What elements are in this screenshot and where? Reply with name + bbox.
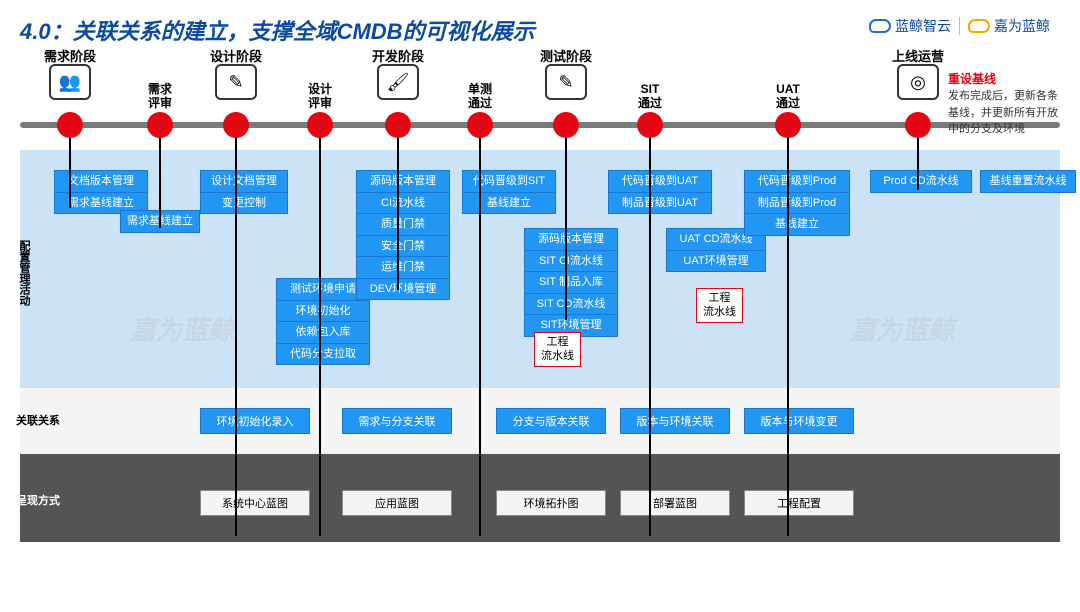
gate-label: 需求评审 bbox=[148, 82, 172, 111]
activity-group: Prod CD流水线 bbox=[870, 170, 972, 193]
activity-item: 基线建立 bbox=[745, 214, 849, 235]
activity-item: 基线重置流水线 bbox=[981, 171, 1075, 192]
timeline-dot bbox=[223, 112, 249, 138]
connector-line bbox=[565, 128, 567, 320]
render-box: 系统中心蓝图 bbox=[200, 490, 310, 516]
activity-group: 设计文档管理变更控制 bbox=[200, 170, 288, 214]
activity-item: 安全门禁 bbox=[357, 236, 449, 258]
activity-group: 代码晋级到SIT基线建立 bbox=[462, 170, 556, 214]
connector-line bbox=[479, 128, 481, 536]
relation-box: 版本与环境变更 bbox=[744, 408, 854, 434]
connector-line bbox=[397, 128, 399, 290]
activity-item: 运维门禁 bbox=[357, 257, 449, 279]
activity-item: 依赖包入库 bbox=[277, 322, 369, 344]
reset-text: 发布完成后，更新各条基线，并更新所有开放中的分支及环境 bbox=[948, 88, 1068, 138]
gate-label: UAT通过 bbox=[776, 82, 800, 111]
activity-item: 环境初始化 bbox=[277, 301, 369, 323]
relation-box: 需求与分支关联 bbox=[342, 408, 452, 434]
activity-item: SIT CI流水线 bbox=[525, 251, 617, 273]
cloud-icon bbox=[968, 19, 990, 33]
timeline bbox=[20, 122, 1060, 128]
timeline-dot bbox=[147, 112, 173, 138]
row-label-render: 呈现方式 bbox=[16, 492, 60, 508]
activity-item: 代码晋级到Prod bbox=[745, 171, 849, 193]
activity-group: 源码版本管理CI流水线质量门禁安全门禁运维门禁DEV环境管理 bbox=[356, 170, 450, 300]
timeline-dot bbox=[385, 112, 411, 138]
pipeline-box: 工程流水线 bbox=[534, 332, 581, 367]
render-box: 部署蓝图 bbox=[620, 490, 730, 516]
phase-label: 设计阶段 bbox=[210, 46, 262, 65]
activity-item: 制品晋级到Prod bbox=[745, 193, 849, 215]
activity-item: 制品晋级到UAT bbox=[609, 193, 711, 214]
relation-box: 分支与版本关联 bbox=[496, 408, 606, 434]
logo-blueking: 蓝鲸智云 bbox=[869, 16, 951, 36]
reset-title: 重设基线 bbox=[948, 70, 996, 87]
activity-item: 代码分支拉取 bbox=[277, 344, 369, 365]
render-box: 工程配置 bbox=[744, 490, 854, 516]
timeline-dot bbox=[307, 112, 333, 138]
render-box: 环境拓扑图 bbox=[496, 490, 606, 516]
activity-item: 设计文档管理 bbox=[201, 171, 287, 193]
connector-line bbox=[69, 128, 71, 208]
row-label-relations: 关联关系 bbox=[16, 412, 60, 428]
activity-item: UAT环境管理 bbox=[667, 251, 765, 272]
connector-line bbox=[649, 128, 651, 536]
phase-label: 开发阶段 bbox=[372, 46, 424, 65]
relation-box: 环境初始化录入 bbox=[200, 408, 310, 434]
connector-line bbox=[319, 128, 321, 536]
row-label-activities: 配置管理活动 bbox=[16, 240, 30, 309]
phase-icon: 👥 bbox=[49, 64, 91, 100]
render-box: 应用蓝图 bbox=[342, 490, 452, 516]
connector-line bbox=[159, 128, 161, 228]
activity-item: Prod CD流水线 bbox=[871, 171, 971, 192]
timeline-dot bbox=[467, 112, 493, 138]
activity-item: SIT CD流水线 bbox=[525, 294, 617, 316]
activity-item: 基线建立 bbox=[463, 193, 555, 214]
activity-group: 代码晋级到UAT制品晋级到UAT bbox=[608, 170, 712, 214]
activity-item: SIT 制品入库 bbox=[525, 272, 617, 294]
timeline-dot bbox=[57, 112, 83, 138]
logo-jiawei: 嘉为蓝鲸 bbox=[968, 16, 1050, 36]
phase-label: 测试阶段 bbox=[540, 46, 592, 65]
timeline-dot bbox=[553, 112, 579, 138]
activity-item: DEV环境管理 bbox=[357, 279, 449, 300]
activity-item: 代码晋级到SIT bbox=[463, 171, 555, 193]
phase-icon: ✎ bbox=[545, 64, 587, 100]
phase-icon: ✎ bbox=[215, 64, 257, 100]
activity-item: 质量门禁 bbox=[357, 214, 449, 236]
gate-label: SIT通过 bbox=[638, 82, 662, 111]
divider bbox=[959, 17, 960, 35]
timeline-dot bbox=[775, 112, 801, 138]
activity-item: CI流水线 bbox=[357, 193, 449, 215]
activity-item: 变更控制 bbox=[201, 193, 287, 214]
timeline-dot bbox=[905, 112, 931, 138]
phase-label: 需求阶段 bbox=[44, 46, 96, 65]
gate-label: 设计评审 bbox=[308, 82, 332, 111]
timeline-dot bbox=[637, 112, 663, 138]
phase-icon: ◎ bbox=[897, 64, 939, 100]
logos: 蓝鲸智云 嘉为蓝鲸 bbox=[869, 16, 1050, 36]
activity-item: 代码晋级到UAT bbox=[609, 171, 711, 193]
connector-line bbox=[235, 128, 237, 536]
phase-label: 上线运营 bbox=[892, 46, 944, 65]
header: 4.0：关联关系的建立，支撑全域CMDB的可视化展示 蓝鲸智云 嘉为蓝鲸 bbox=[20, 14, 1060, 48]
activity-group: 源码版本管理SIT CI流水线SIT 制品入库SIT CD流水线SIT环境管理 bbox=[524, 228, 618, 337]
relation-box: 版本与环境关联 bbox=[620, 408, 730, 434]
activity-group: 基线重置流水线 bbox=[980, 170, 1076, 193]
cloud-icon bbox=[869, 19, 891, 33]
gate-label: 单测通过 bbox=[468, 82, 492, 111]
activity-group: 代码晋级到Prod制品晋级到Prod基线建立 bbox=[744, 170, 850, 236]
activity-item: 源码版本管理 bbox=[525, 229, 617, 251]
phase-icon: 🖌 bbox=[377, 64, 419, 100]
connector-line bbox=[787, 128, 789, 536]
pipeline-box: 工程流水线 bbox=[696, 288, 743, 323]
activity-item: 源码版本管理 bbox=[357, 171, 449, 193]
